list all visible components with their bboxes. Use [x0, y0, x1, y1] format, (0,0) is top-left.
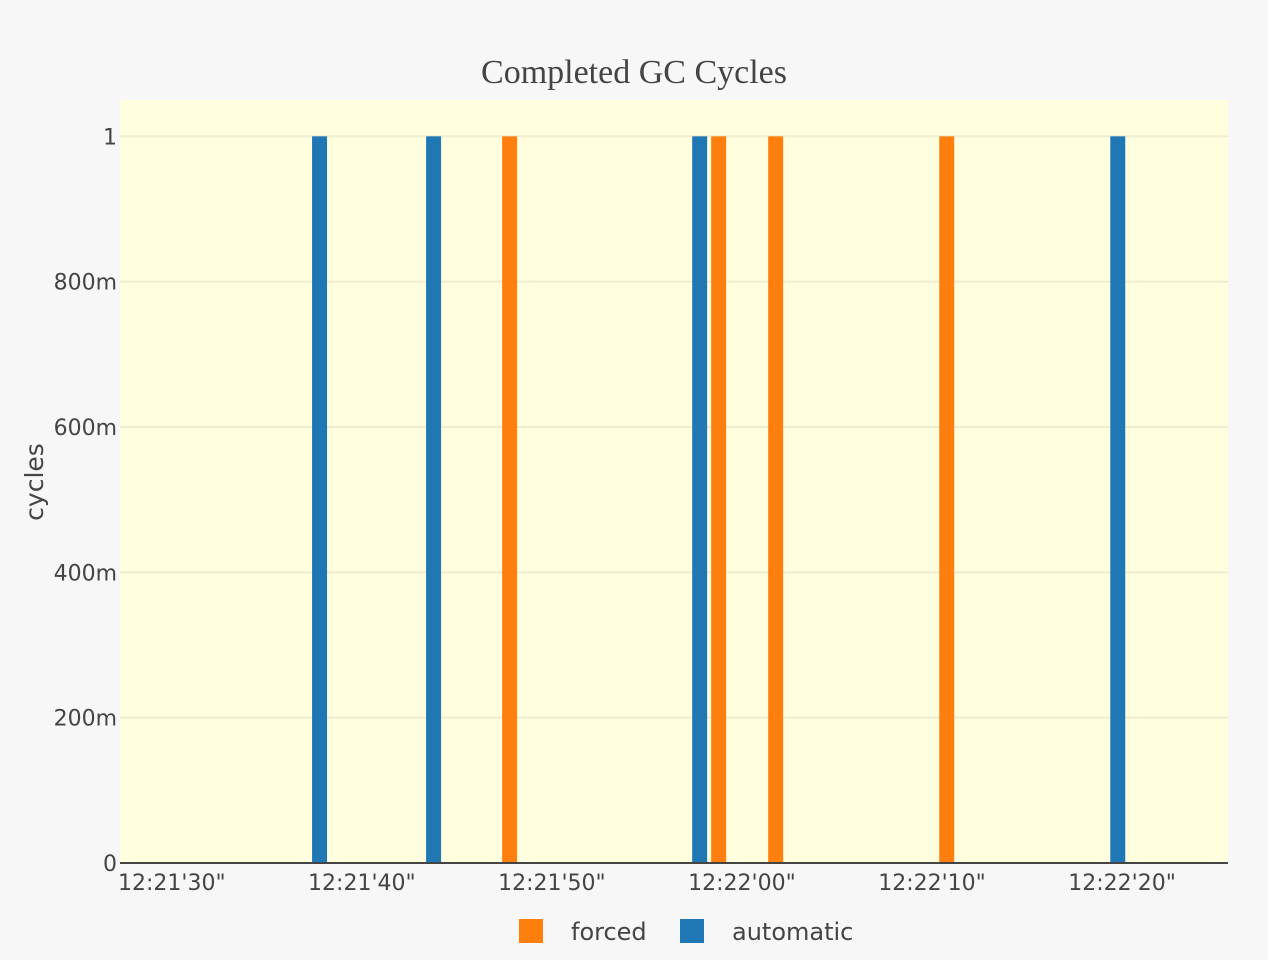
y-tick-label: 600m: [54, 416, 117, 441]
x-tick-label: 12:21'40": [308, 871, 416, 896]
bar-automatic: [692, 136, 708, 864]
x-tick-label: 12:21'50": [498, 871, 606, 896]
bar-forced: [768, 136, 784, 864]
y-tick-label: 200m: [54, 707, 117, 732]
legend: forced automatic: [519, 918, 853, 946]
legend-swatch-forced: [519, 919, 543, 943]
plot-area: [120, 100, 1228, 863]
legend-label-automatic: automatic: [732, 918, 853, 946]
bar-automatic: [1110, 136, 1126, 864]
bar-automatic: [312, 136, 328, 864]
bars: [312, 136, 1126, 864]
bar-forced: [711, 136, 727, 864]
grid-lines: [120, 135, 1228, 719]
bar-automatic: [426, 136, 442, 864]
x-tick-label: 12:21'30": [118, 871, 226, 896]
y-tick-label: 800m: [54, 271, 117, 296]
bar-forced: [502, 136, 518, 864]
y-tick-label: 0: [103, 852, 117, 877]
x-tick-label: 12:22'10": [878, 871, 986, 896]
chart-title: Completed GC Cycles: [481, 54, 787, 91]
y-axis-ticks: 0 200m 400m 600m 800m 1: [54, 125, 117, 877]
y-tick-label: 1: [103, 125, 117, 150]
y-axis-title: cycles: [20, 443, 49, 521]
x-tick-label: 12:22'00": [688, 871, 796, 896]
legend-label-forced: forced: [571, 918, 647, 946]
x-axis-ticks: 12:21'30" 12:21'40" 12:21'50" 12:22'00" 12:2…: [118, 871, 1176, 896]
x-tick-label: 12:22'20": [1068, 871, 1176, 896]
bar-forced: [939, 136, 955, 864]
y-tick-label: 400m: [54, 561, 117, 586]
legend-swatch-automatic: [680, 919, 704, 943]
